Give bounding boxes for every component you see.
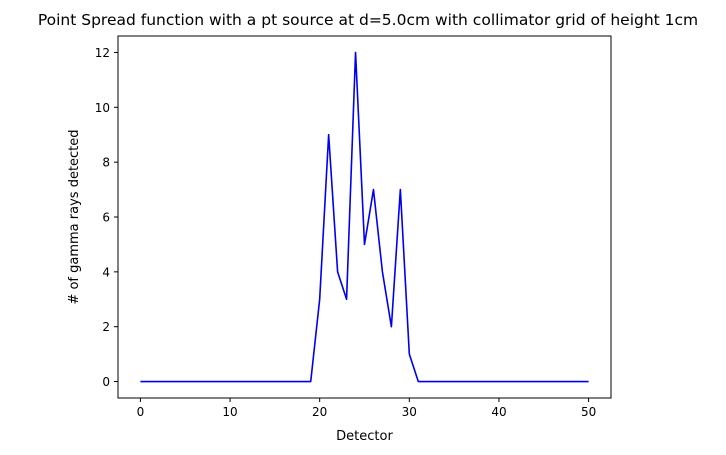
x-tick-label: 10 — [222, 405, 237, 419]
x-tick-label: 0 — [137, 405, 145, 419]
y-tick-label: 0 — [102, 375, 110, 389]
series-line — [140, 51, 589, 383]
y-tick-label: 4 — [102, 265, 110, 279]
x-axis-ticks: 0 10 20 30 40 50 — [137, 398, 596, 419]
x-tick-label: 50 — [581, 405, 596, 419]
chart-title: Point Spread function with a pt source a… — [38, 11, 698, 29]
plot-frame — [117, 35, 612, 399]
y-tick-label: 12 — [95, 46, 110, 60]
x-tick-label: 40 — [491, 405, 506, 419]
x-axis-label: Detector — [336, 429, 393, 444]
y-axis-ticks: 0 2 4 6 8 10 12 — [95, 46, 118, 389]
x-tick-label: 30 — [402, 405, 417, 419]
y-tick-label: 6 — [102, 211, 110, 225]
series-layer — [140, 51, 589, 383]
y-tick-label: 2 — [102, 320, 110, 334]
y-tick-label: 8 — [102, 156, 110, 170]
y-tick-label: 10 — [95, 101, 110, 115]
x-tick-label: 20 — [312, 405, 327, 419]
y-axis-label: # of gamma rays detected — [67, 129, 82, 304]
